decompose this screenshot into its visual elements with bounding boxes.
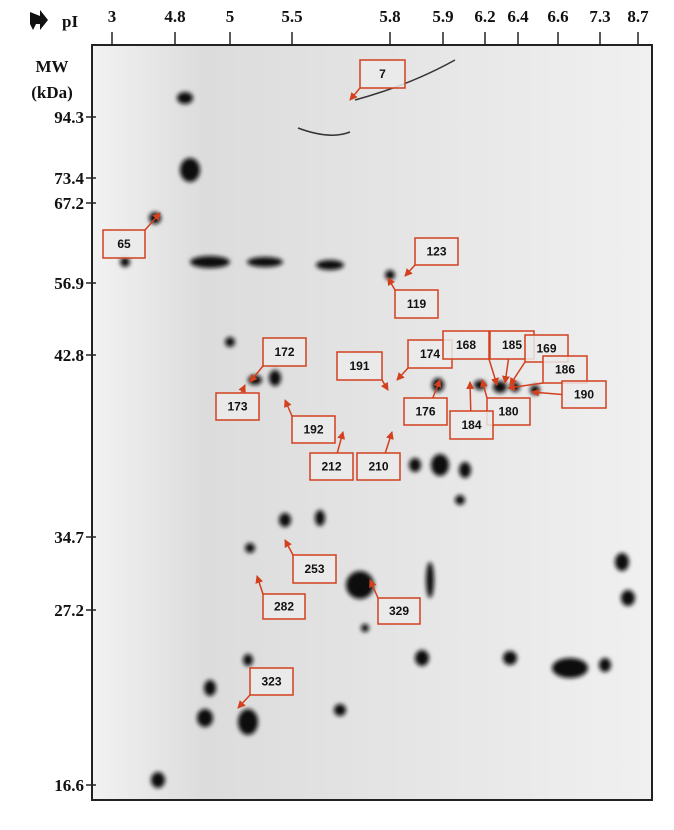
mw-tick-label: 34.7	[54, 528, 84, 547]
spot-label: 323	[261, 675, 281, 689]
spot-box	[262, 337, 307, 367]
spot-label: 185	[502, 338, 522, 352]
pi-title: pI	[62, 12, 78, 31]
spot-arrow	[384, 431, 394, 454]
spot-label: 7	[379, 67, 386, 81]
spot-label: 176	[415, 405, 435, 419]
spot-arrow	[507, 382, 544, 391]
arrow-icon	[30, 10, 48, 30]
spot-box	[262, 593, 306, 620]
spot-label: 210	[368, 460, 388, 474]
spot-box	[359, 59, 406, 89]
gel-artifact	[297, 59, 456, 136]
spot-label: 329	[389, 604, 409, 618]
spot-box	[414, 237, 459, 266]
spot-arrow	[404, 264, 416, 277]
spot-arrow	[466, 381, 475, 412]
spot-arrow	[396, 367, 409, 381]
spot-arrow	[380, 379, 389, 391]
spot-arrow	[488, 358, 499, 386]
spot-label: 169	[536, 342, 556, 356]
spot-label: 168	[456, 338, 476, 352]
spot-label: 119	[407, 297, 427, 311]
mw-tick-label: 67.2	[54, 194, 84, 213]
spot-label: 123	[426, 245, 446, 259]
pi-tick-label: 8.7	[627, 7, 649, 26]
mw-tick-label: 27.2	[54, 601, 84, 620]
mw-tick-label: 56.9	[54, 274, 84, 293]
spot-label: 192	[303, 423, 323, 437]
spot-label: 282	[274, 600, 294, 614]
spot-label: 191	[349, 359, 369, 373]
spot-box	[291, 415, 336, 444]
spot-box	[292, 554, 337, 584]
spot-box	[356, 452, 401, 481]
spot-arrow	[144, 212, 161, 231]
spot-box	[394, 289, 439, 319]
pi-tick-label: 6.2	[474, 7, 495, 26]
spot-label: 212	[321, 460, 341, 474]
spot-box	[377, 597, 421, 625]
spot-label: 180	[498, 405, 518, 419]
spot-arrow	[284, 399, 293, 417]
spot-label: 184	[461, 418, 481, 432]
spot-arrow	[284, 539, 294, 556]
pi-tick-label: 5.9	[432, 7, 453, 26]
spot-arrow	[349, 87, 361, 101]
spot-arrow	[237, 694, 251, 709]
spot-label: 253	[304, 562, 324, 576]
spot-label: 172	[274, 345, 294, 359]
spot-arrow	[509, 361, 526, 386]
pi-tick-label: 6.6	[547, 7, 568, 26]
spot-arrow	[238, 384, 246, 394]
mw-title: MW	[35, 57, 68, 76]
spot-box	[249, 667, 294, 696]
gel-spots	[120, 92, 635, 788]
spot-box	[215, 392, 260, 421]
pi-tick-label: 4.8	[164, 7, 185, 26]
pi-tick-label: 7.3	[589, 7, 610, 26]
pi-tick-label: 3	[108, 7, 117, 26]
spot-box	[102, 229, 146, 259]
spot-box	[336, 351, 383, 381]
spot-box	[309, 452, 354, 481]
spot-arrow	[369, 579, 379, 599]
spot-label: 174	[420, 347, 440, 361]
spot-box	[449, 410, 494, 440]
spot-box	[542, 355, 588, 384]
spot-arrow	[249, 365, 264, 383]
spot-label: 173	[227, 400, 247, 414]
pi-tick-label: 5	[226, 7, 235, 26]
spot-arrow	[255, 575, 264, 595]
mw-tick-label: 42.8	[54, 346, 84, 365]
pi-tick-label: 5.8	[379, 7, 400, 26]
pi-tick-label: 5.5	[281, 7, 302, 26]
gel-frame	[91, 44, 653, 801]
spot-arrow	[387, 277, 396, 291]
spot-label: 186	[555, 363, 575, 377]
mw-unit: (kDa)	[31, 83, 73, 102]
spot-label: 65	[117, 237, 131, 251]
mw-tick-label: 73.4	[54, 169, 84, 188]
spot-arrow	[531, 388, 563, 397]
spot-label: 190	[574, 388, 594, 402]
spot-arrow	[432, 379, 442, 399]
mw-tick-label: 94.3	[54, 108, 84, 127]
mw-tick-label: 16.6	[54, 776, 84, 795]
spot-arrow	[336, 431, 346, 454]
spot-arrow	[502, 358, 510, 384]
pi-tick-label: 6.4	[507, 7, 529, 26]
spot-arrow	[480, 379, 488, 399]
spot-box	[561, 380, 607, 409]
spot-box	[442, 330, 490, 360]
spot-box	[403, 397, 448, 426]
